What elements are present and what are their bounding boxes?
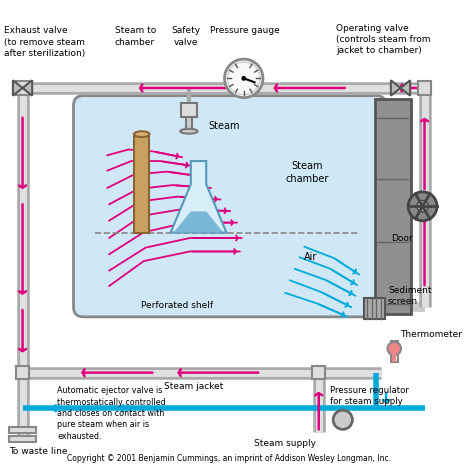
Bar (391, 341, 398, 362)
Circle shape (228, 62, 260, 95)
FancyBboxPatch shape (73, 96, 386, 317)
Ellipse shape (180, 129, 198, 134)
Text: Sediment
screen: Sediment screen (388, 286, 431, 306)
Text: Air: Air (304, 252, 318, 262)
Bar (312, 366, 326, 379)
Text: Steam
chamber: Steam chamber (285, 161, 329, 184)
Bar (9, 436, 36, 442)
Circle shape (388, 342, 401, 355)
Bar (392, 347, 396, 362)
Text: Pressure gauge: Pressure gauge (210, 27, 280, 35)
Text: Perforated shelf: Perforated shelf (141, 301, 213, 310)
Text: Steam supply: Steam supply (254, 439, 316, 448)
Bar (364, 298, 385, 319)
Bar (134, 134, 149, 232)
Bar (374, 99, 411, 314)
Text: Operating valve
(controls steam from
jacket to chamber): Operating valve (controls steam from jac… (336, 23, 430, 55)
Bar (16, 366, 29, 379)
Text: To waste line: To waste line (9, 447, 68, 456)
Text: Copyright © 2001 Benjamin Cummings, an imprint of Addison Wesley Longman, Inc.: Copyright © 2001 Benjamin Cummings, an i… (67, 454, 392, 463)
Bar (16, 81, 29, 95)
Circle shape (417, 200, 428, 212)
Polygon shape (13, 80, 32, 96)
Bar (181, 103, 197, 117)
Bar (186, 117, 192, 130)
Text: Exhaust valve
(to remove steam
after sterilization): Exhaust valve (to remove steam after ste… (4, 27, 85, 58)
Text: Door: Door (391, 234, 412, 242)
Text: Steam to
chamber: Steam to chamber (115, 27, 156, 47)
Bar (9, 427, 36, 433)
Polygon shape (391, 80, 410, 96)
Circle shape (241, 76, 246, 81)
Circle shape (225, 59, 263, 98)
Text: Automatic ejector valve is
thermostatically controlled
and closes on contact wit: Automatic ejector valve is thermostatica… (57, 386, 166, 441)
Circle shape (408, 192, 437, 221)
Text: Steam: Steam (209, 121, 240, 131)
Text: Pressure regulator
for steam supply: Pressure regulator for steam supply (330, 386, 409, 406)
Text: Thermometer: Thermometer (401, 330, 463, 338)
Polygon shape (171, 161, 227, 232)
Text: Safety
valve: Safety valve (172, 27, 201, 47)
Bar (418, 81, 431, 95)
Polygon shape (173, 211, 224, 232)
Ellipse shape (134, 131, 149, 137)
Text: Steam jacket: Steam jacket (164, 382, 223, 391)
Circle shape (333, 410, 352, 429)
